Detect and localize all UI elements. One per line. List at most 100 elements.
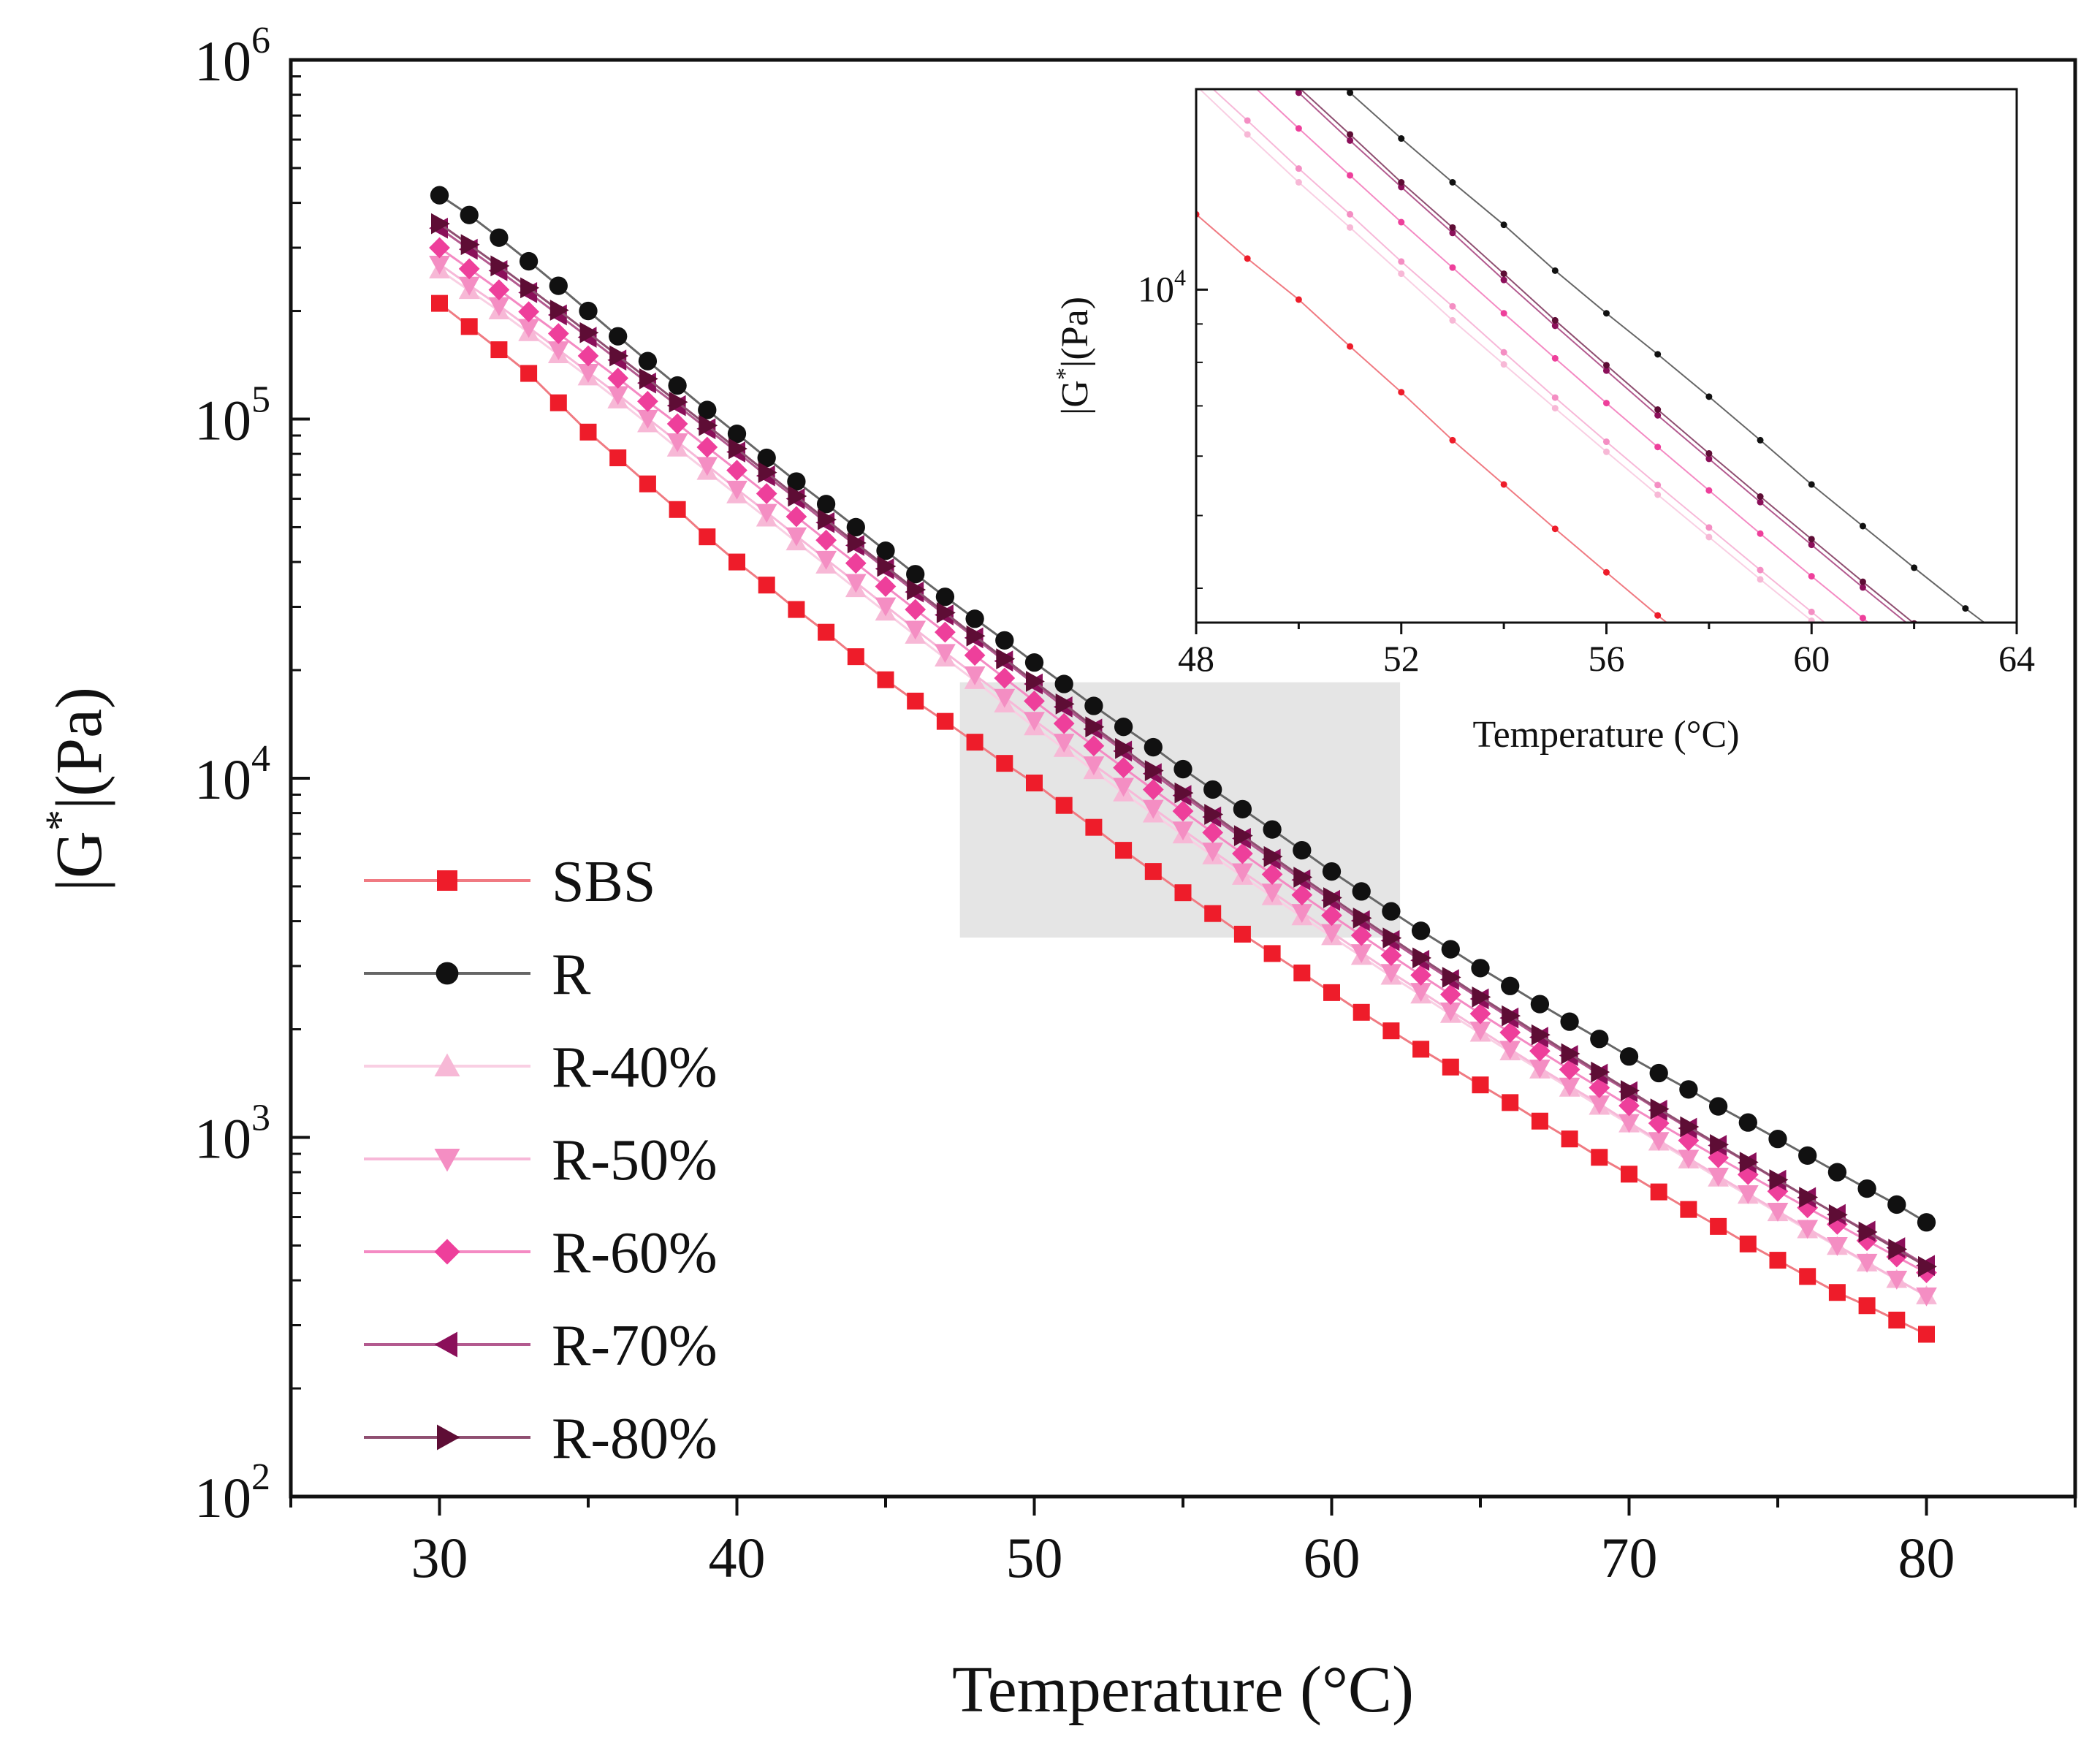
data-point bbox=[1172, 821, 1194, 841]
x-tick-label: 70 bbox=[1601, 1526, 1658, 1589]
inset-data-point bbox=[1860, 775, 1866, 782]
inset-data-point bbox=[1347, 224, 1354, 231]
data-point bbox=[666, 433, 688, 452]
data-point bbox=[994, 688, 1016, 708]
data-point bbox=[788, 485, 807, 507]
inset-data-point bbox=[1962, 740, 1968, 746]
data-point bbox=[1679, 1080, 1698, 1099]
data-point bbox=[458, 258, 480, 280]
data-point bbox=[756, 483, 777, 504]
data-point bbox=[845, 574, 867, 593]
inset-data-point bbox=[1911, 700, 1917, 707]
inset-data-point bbox=[1654, 411, 1662, 419]
data-point bbox=[1232, 843, 1253, 864]
data-point bbox=[1648, 1132, 1670, 1152]
y-tick-exponent: 2 bbox=[251, 1456, 270, 1498]
inset-data-point bbox=[1603, 362, 1610, 369]
inset-chart: 48 52 56 60 64 104 Temperature (°C) |G*|(Pa) bbox=[1051, 42, 2035, 821]
inset-data-point bbox=[1808, 608, 1815, 615]
data-point bbox=[1769, 1252, 1787, 1269]
data-point bbox=[906, 565, 925, 584]
inset-data-point bbox=[1911, 814, 1917, 821]
data-point bbox=[1293, 867, 1313, 888]
inset-data-point bbox=[1244, 77, 1251, 84]
data-point bbox=[726, 480, 747, 500]
inset-plot-series bbox=[1193, 42, 2020, 821]
legend-label: R-70% bbox=[552, 1314, 718, 1378]
data-point bbox=[668, 376, 687, 395]
data-point bbox=[549, 276, 568, 295]
data-point bbox=[1024, 712, 1045, 731]
inset-series-r bbox=[1344, 89, 1986, 623]
data-point bbox=[1858, 1221, 1878, 1243]
inset-data-point bbox=[2014, 780, 2020, 786]
legend-item: R-80% bbox=[364, 1407, 718, 1471]
inset-data-point bbox=[1449, 303, 1456, 310]
inset-y-tick-base: 10 bbox=[1138, 268, 1174, 309]
data-point bbox=[1174, 782, 1194, 804]
inset-data-point bbox=[1859, 522, 1866, 530]
data-point bbox=[1708, 1168, 1729, 1187]
inset-data-point bbox=[1244, 42, 1251, 48]
data-point bbox=[699, 528, 716, 546]
data-point bbox=[1442, 1058, 1459, 1076]
data-point bbox=[787, 472, 806, 491]
data-point bbox=[1589, 1095, 1610, 1114]
data-point bbox=[1380, 964, 1402, 984]
data-point bbox=[1085, 716, 1105, 738]
data-point bbox=[1767, 1203, 1789, 1222]
inset-data-point bbox=[1295, 125, 1302, 132]
y-tick-exponent: 3 bbox=[251, 1098, 270, 1139]
data-point bbox=[1441, 940, 1460, 959]
data-point bbox=[429, 255, 450, 275]
inset-data-point bbox=[1757, 576, 1764, 583]
inset-y-tick-label: 104 bbox=[1138, 264, 1186, 309]
legend-item: R-70% bbox=[364, 1314, 718, 1378]
data-point bbox=[1529, 1060, 1551, 1079]
data-point bbox=[1144, 737, 1163, 757]
data-point bbox=[1142, 779, 1164, 800]
inset-data-point bbox=[1295, 89, 1302, 96]
data-point bbox=[1678, 1149, 1700, 1169]
inset-data-point bbox=[1962, 662, 1968, 669]
data-point bbox=[1649, 1063, 1668, 1083]
data-point bbox=[935, 588, 955, 607]
data-point bbox=[1680, 1116, 1700, 1138]
inset-data-point bbox=[1654, 612, 1662, 619]
data-point bbox=[460, 318, 478, 335]
data-point bbox=[1233, 799, 1252, 819]
data-point bbox=[549, 300, 569, 321]
data-point bbox=[699, 414, 718, 436]
data-point bbox=[609, 327, 628, 346]
data-point bbox=[669, 501, 686, 518]
legend-item: SBS bbox=[364, 850, 655, 914]
data-point bbox=[1174, 884, 1192, 902]
inset-data-point bbox=[1603, 569, 1610, 576]
data-point bbox=[1053, 734, 1075, 753]
inset-x-tick-label: 64 bbox=[1998, 638, 2035, 679]
data-point bbox=[1323, 984, 1340, 1001]
data-point bbox=[907, 579, 927, 601]
inset-data-point bbox=[1398, 218, 1405, 226]
inset-data-point bbox=[1193, 70, 1200, 77]
inset-data-point bbox=[1808, 481, 1815, 488]
data-point bbox=[1024, 691, 1045, 712]
data-point bbox=[518, 301, 539, 322]
data-point bbox=[579, 301, 598, 321]
legend-item: R-60% bbox=[364, 1221, 718, 1285]
inset-y-axis-title-prefix: |G bbox=[1054, 380, 1096, 415]
data-point bbox=[1410, 983, 1431, 1003]
data-point bbox=[966, 734, 984, 751]
inset-data-point bbox=[1398, 258, 1405, 265]
x-tick-label: 40 bbox=[709, 1526, 766, 1589]
inset-data-point bbox=[1962, 731, 1968, 738]
data-point bbox=[1827, 1163, 1847, 1182]
inset-x-tick-label: 48 bbox=[1178, 638, 1214, 679]
inset-data-point bbox=[1911, 692, 1917, 699]
data-point bbox=[458, 276, 480, 296]
inset-data-point bbox=[1551, 405, 1559, 412]
inset-data-point bbox=[1500, 310, 1507, 317]
legend-label: R bbox=[552, 943, 591, 1007]
data-point bbox=[698, 400, 717, 419]
data-point bbox=[1321, 905, 1342, 927]
